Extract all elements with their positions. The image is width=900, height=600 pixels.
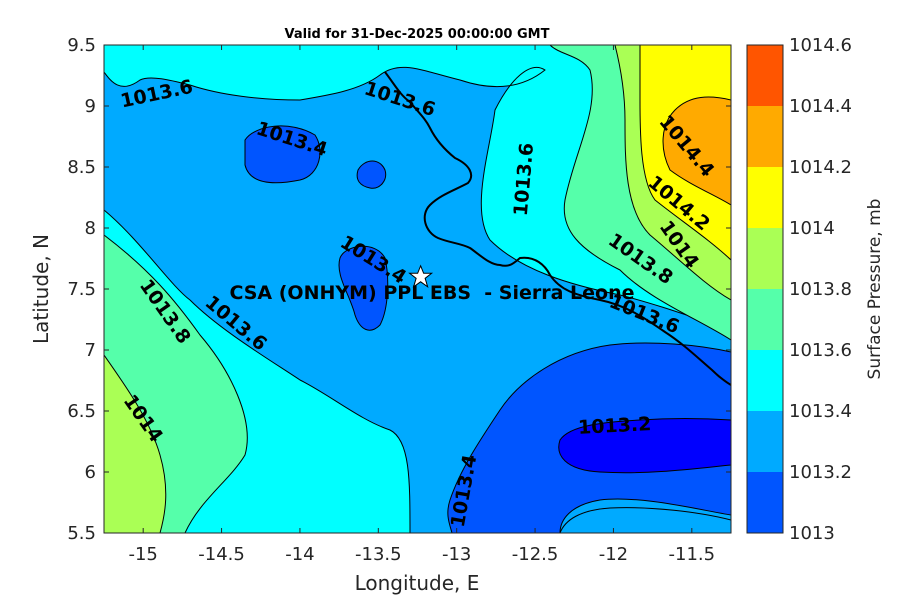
x-tick-label: -11.5 bbox=[669, 544, 716, 565]
y-tick-label: 8.5 bbox=[67, 157, 96, 178]
x-tick-label: -15 bbox=[128, 544, 157, 565]
low-1013-2-c bbox=[338, 245, 389, 331]
y-tick-label: 7 bbox=[85, 340, 96, 361]
site-label: CSA (ONHYM) PPL EBS - Sierra Leone bbox=[229, 282, 634, 304]
y-tick-label: 5.5 bbox=[67, 523, 96, 544]
y-tick-label: 7.5 bbox=[67, 279, 96, 300]
band-1013-6-north bbox=[104, 45, 731, 331]
colorbar-swatch bbox=[747, 167, 783, 228]
x-tick-label: -14 bbox=[285, 544, 314, 565]
contour-label: 1013.2 bbox=[577, 413, 651, 439]
coastline bbox=[384, 71, 731, 386]
site-star-marker bbox=[408, 264, 434, 289]
colorbar-tick-label: 1013.6 bbox=[789, 340, 852, 361]
y-tick-label: 6.5 bbox=[67, 401, 96, 422]
x-axis-ticks: -15 -14.5 -14 -13.5 -13 -12.5 -12 -11.5 bbox=[128, 45, 715, 565]
map-title: Valid for 31-Dec-2025 00:00:00 GMT bbox=[285, 27, 550, 42]
x-tick-label: -14.5 bbox=[198, 544, 245, 565]
colorbar-swatch bbox=[747, 45, 783, 106]
x-tick-label: -13.5 bbox=[355, 544, 402, 565]
y-tick-label: 9 bbox=[85, 96, 96, 117]
colorbar-swatch bbox=[747, 289, 783, 350]
colorbar-label: Surface Pressure, mb bbox=[865, 199, 885, 380]
band-1013-4-southeast bbox=[559, 507, 731, 533]
x-tick-label: -12 bbox=[599, 544, 628, 565]
colorbar-swatch bbox=[747, 228, 783, 289]
colorbar-swatch bbox=[747, 472, 783, 533]
y-tick-label: 9.5 bbox=[67, 35, 96, 56]
colorbar-tick-label: 1013.8 bbox=[789, 279, 852, 300]
y-axis-label: Latitude, N bbox=[29, 234, 53, 344]
y-tick-label: 6 bbox=[85, 462, 96, 483]
colorbar-tick-label: 1013.2 bbox=[789, 462, 852, 483]
low-1013-0-south bbox=[558, 418, 731, 474]
colorbar: 1014.6 1014.4 1014.2 1014 1013.8 1013.6 1013.4… bbox=[746, 35, 852, 544]
x-axis-label: Longitude, E bbox=[355, 571, 480, 595]
colorbar-tick-label: 1014.2 bbox=[789, 157, 852, 178]
low-1013-2-a bbox=[244, 125, 321, 184]
colorbar-swatch bbox=[747, 350, 783, 411]
contour-fill-layer bbox=[104, 45, 731, 533]
colorbar-tick-label: 1013.4 bbox=[789, 401, 852, 422]
colorbar-tick-label: 1013 bbox=[789, 523, 835, 544]
colorbar-swatch bbox=[747, 411, 783, 472]
band-1014-4-east bbox=[662, 96, 731, 206]
x-tick-label: -12.5 bbox=[512, 544, 559, 565]
y-axis-ticks: 9.5 9 8.5 8 7.5 7 6.5 6 5.5 bbox=[67, 35, 731, 544]
x-tick-label: -13 bbox=[442, 544, 471, 565]
low-1013-2-b bbox=[356, 160, 387, 189]
colorbar-frame bbox=[746, 44, 784, 534]
y-tick-label: 8 bbox=[85, 218, 96, 239]
colorbar-tick-label: 1014.6 bbox=[789, 35, 852, 56]
band-1014-southwest bbox=[104, 354, 167, 533]
colorbar-tick-label: 1014.4 bbox=[789, 96, 852, 117]
colorbar-swatch bbox=[747, 106, 783, 167]
colorbar-tick-label: 1014 bbox=[789, 218, 835, 239]
